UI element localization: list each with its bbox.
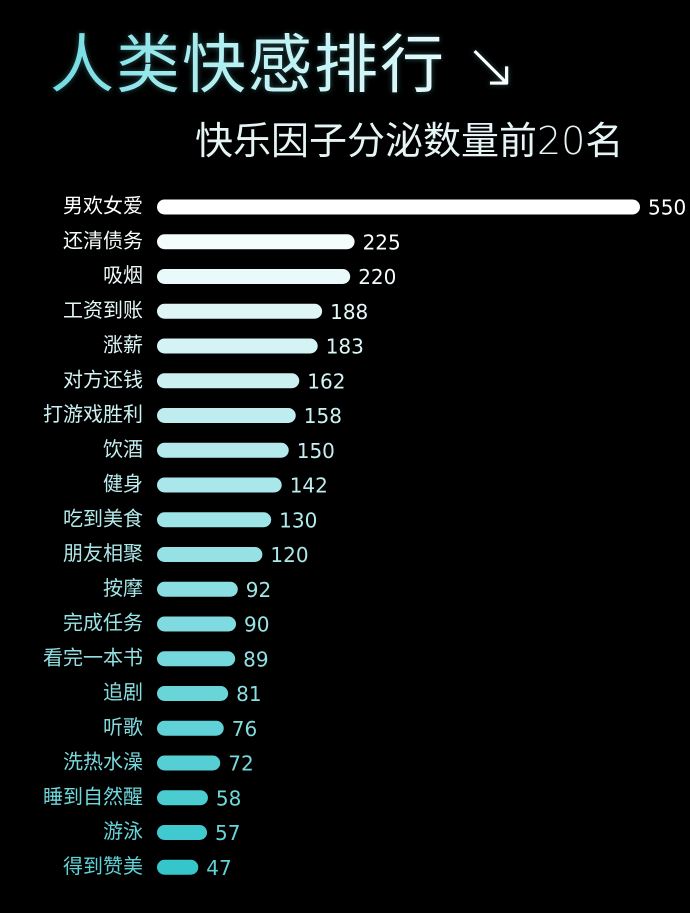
value-label: 158 — [304, 404, 342, 428]
bar — [157, 790, 208, 806]
category-label: 朋友相聚 — [63, 541, 143, 565]
value-label: 188 — [330, 300, 368, 324]
category-label: 男欢女爱 — [63, 194, 143, 218]
bar — [157, 373, 300, 389]
value-label: 225 — [363, 230, 401, 254]
bar — [157, 720, 224, 736]
value-label: 92 — [246, 578, 271, 602]
bar — [157, 755, 221, 771]
bar — [157, 547, 263, 562]
value-label: 89 — [243, 647, 268, 671]
value-label: 150 — [297, 439, 335, 463]
value-label: 58 — [216, 786, 241, 810]
bar — [157, 408, 296, 423]
value-label: 550 — [648, 196, 686, 220]
value-label: 90 — [244, 613, 269, 637]
bar — [157, 199, 640, 215]
bar — [157, 859, 199, 875]
chart-subtitle: 快乐因子分泌数量前20名 — [195, 119, 624, 163]
category-label: 工资到账 — [63, 298, 143, 322]
category-label: 得到赞美 — [63, 854, 143, 878]
arrow-down-right-icon: ↘ — [464, 29, 520, 103]
bar — [157, 581, 238, 597]
value-label: 183 — [326, 335, 364, 359]
category-label: 洗热水澡 — [63, 750, 143, 774]
value-label: 220 — [358, 265, 396, 289]
chart-title-text: 人类快感排行 — [50, 29, 446, 103]
value-label: 120 — [270, 543, 308, 567]
chart-title: 人类快感排行 ↘ — [50, 26, 520, 106]
bar — [157, 686, 229, 701]
bar — [157, 512, 272, 528]
value-label: 72 — [228, 752, 253, 776]
category-label: 听歌 — [103, 715, 143, 739]
value-label: 76 — [232, 717, 257, 741]
category-label: 按摩 — [103, 576, 143, 600]
category-label: 对方还钱 — [63, 367, 143, 391]
value-label: 142 — [290, 474, 328, 498]
category-label: 游泳 — [103, 819, 143, 843]
bar — [157, 269, 351, 284]
category-label: 睡到自然醒 — [43, 784, 143, 808]
bar — [157, 234, 355, 250]
bar — [157, 303, 323, 319]
bar — [157, 338, 318, 354]
category-label: 吸烟 — [103, 263, 143, 287]
bar — [157, 825, 208, 840]
bar — [157, 616, 237, 632]
category-label: 打游戏胜利 — [43, 402, 143, 426]
category-label: 看完一本书 — [43, 645, 143, 669]
value-label: 130 — [279, 508, 317, 532]
bar — [157, 442, 289, 458]
value-label: 81 — [236, 682, 261, 706]
bar — [157, 477, 282, 493]
value-label: 47 — [206, 856, 231, 880]
category-label: 追剧 — [103, 680, 143, 704]
category-label: 完成任务 — [63, 611, 143, 635]
category-label: 饮酒 — [103, 437, 143, 461]
bar — [157, 651, 236, 667]
category-label: 吃到美食 — [63, 506, 143, 530]
value-label: 162 — [307, 369, 345, 393]
category-label: 还清债务 — [63, 228, 143, 252]
value-label: 57 — [215, 821, 240, 845]
category-label: 涨薪 — [103, 333, 143, 357]
category-label: 健身 — [103, 472, 143, 496]
